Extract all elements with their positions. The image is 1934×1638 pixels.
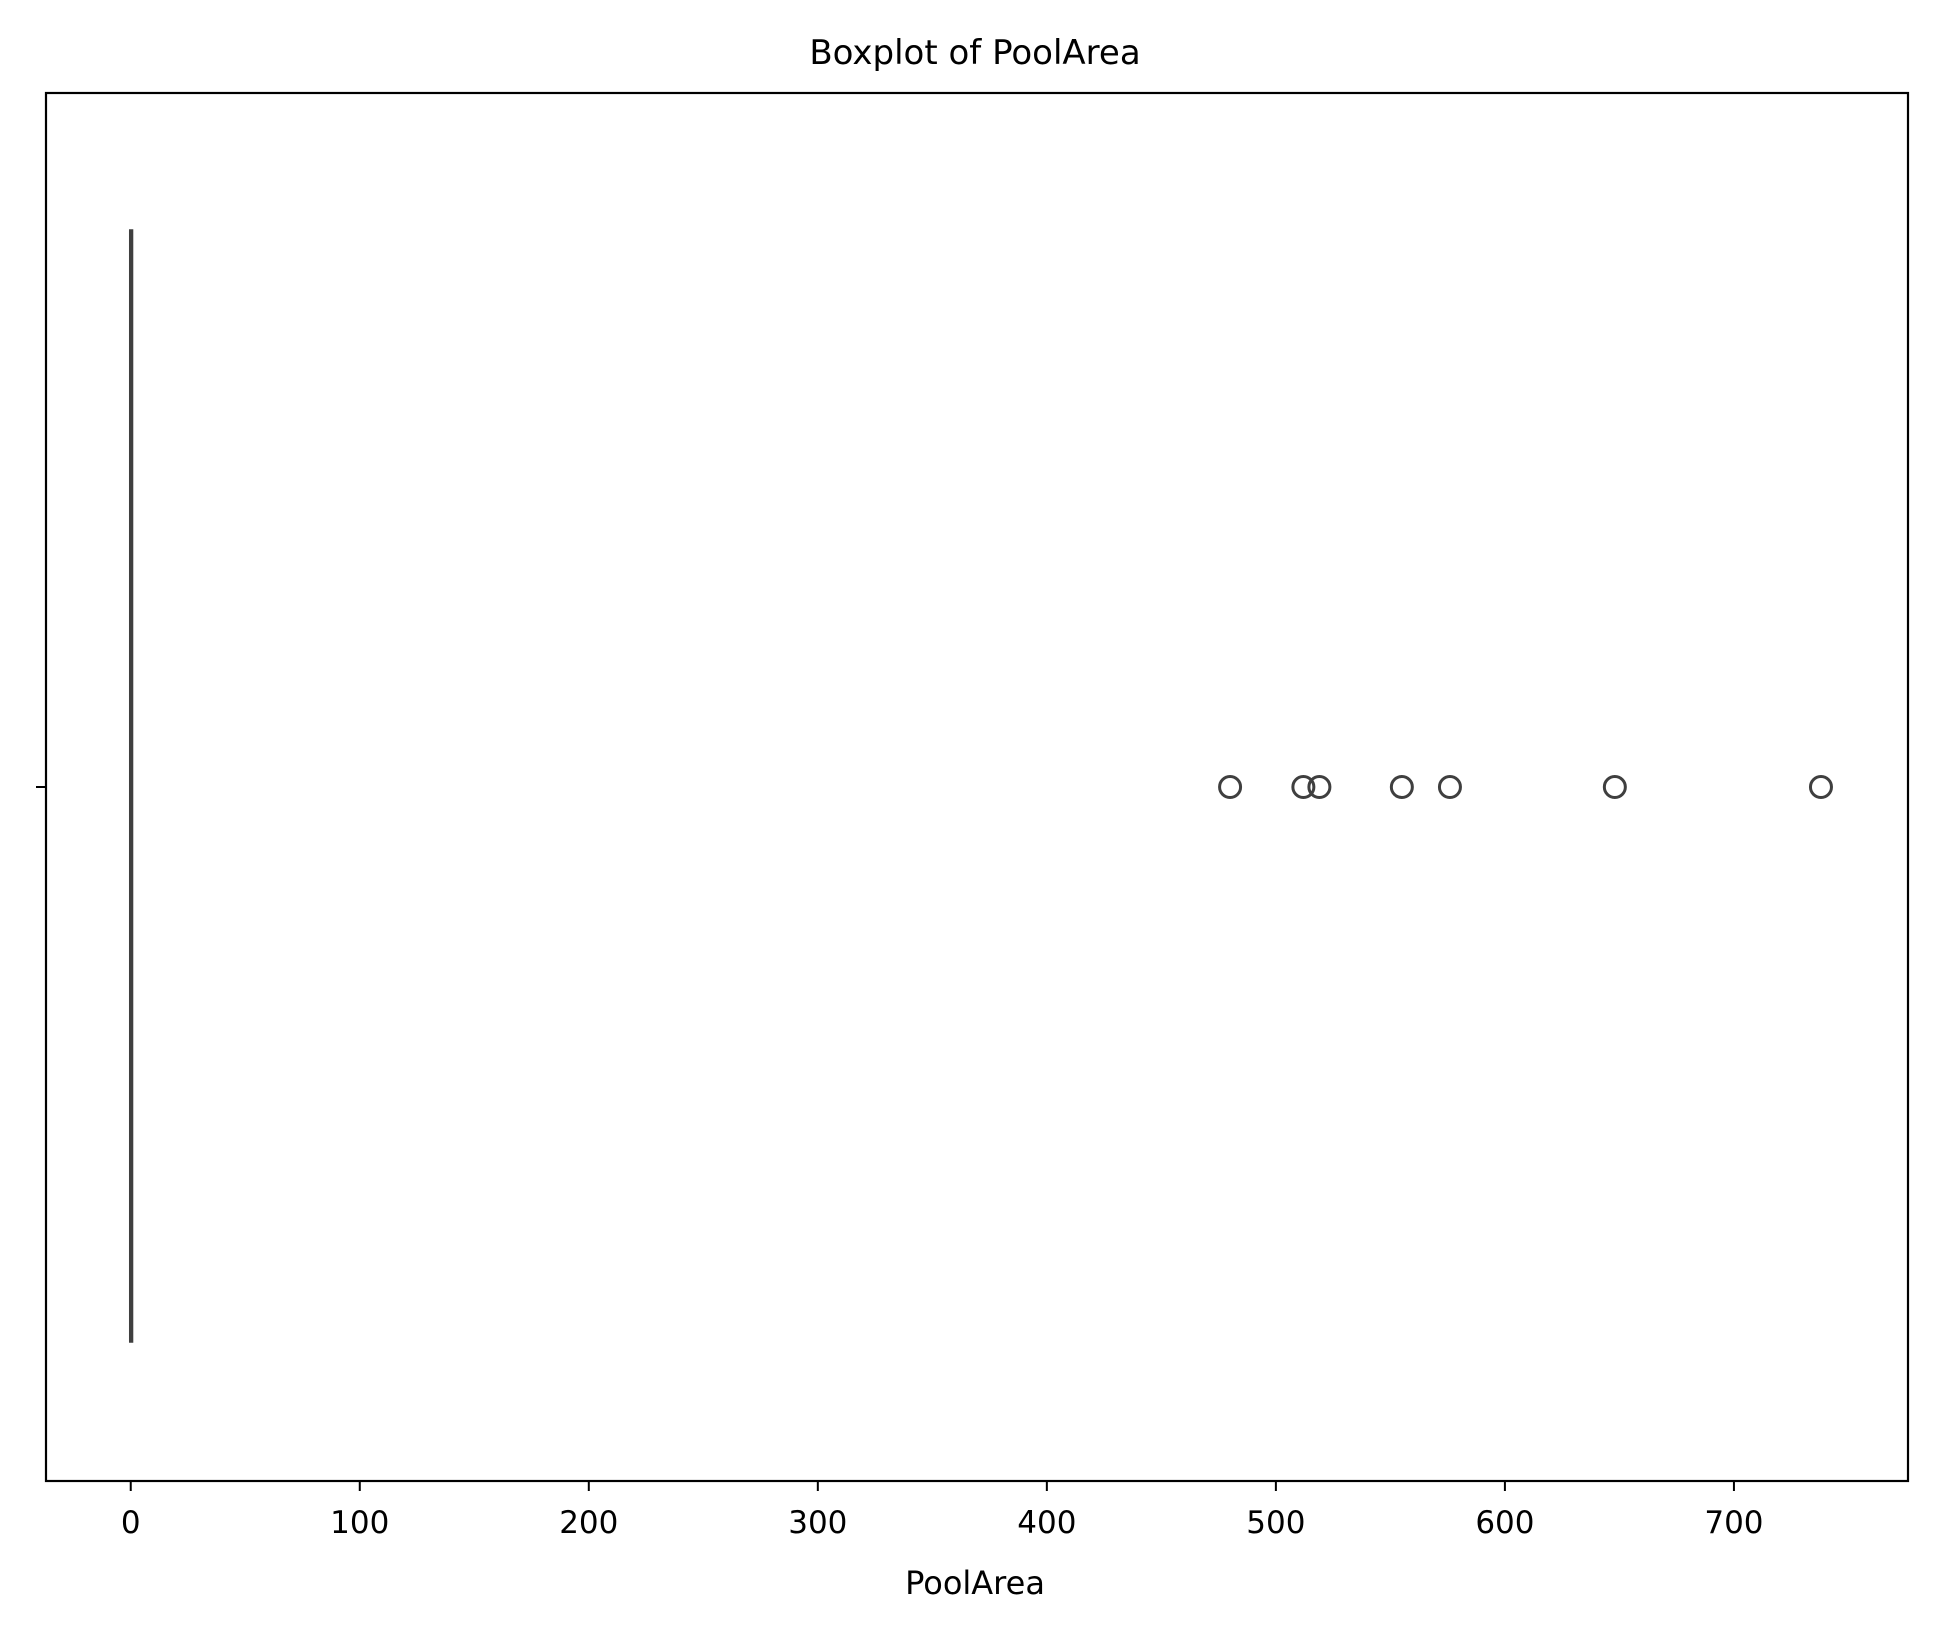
axes-frame [44, 91, 1910, 1483]
outlier-point [1437, 775, 1462, 799]
x-axis-ticks: 0 100 200 300 400 500 600 700 [121, 1481, 1764, 1541]
outlier-point [1218, 775, 1243, 799]
outlier-group [1218, 775, 1833, 799]
x-tick-label: 400 [1017, 1505, 1076, 1541]
chart-title: Boxplot of PoolArea [809, 33, 1140, 73]
x-tick-label: 700 [1704, 1505, 1763, 1541]
x-tick-label: 100 [330, 1505, 389, 1541]
x-tick-label: 200 [559, 1505, 618, 1541]
plot-area [128, 229, 134, 1343]
x-tick-label: 0 [121, 1505, 141, 1541]
x-tick-label: 300 [788, 1505, 847, 1541]
outlier-point [1808, 775, 1833, 799]
x-tick-label: 500 [1246, 1505, 1305, 1541]
outlier-point [1602, 775, 1627, 799]
outlier-point [1291, 775, 1316, 799]
x-tick-label: 600 [1475, 1505, 1534, 1541]
outlier-point [1389, 775, 1414, 799]
outlier-point [1307, 775, 1332, 799]
x-axis-label: PoolArea [905, 1564, 1045, 1602]
